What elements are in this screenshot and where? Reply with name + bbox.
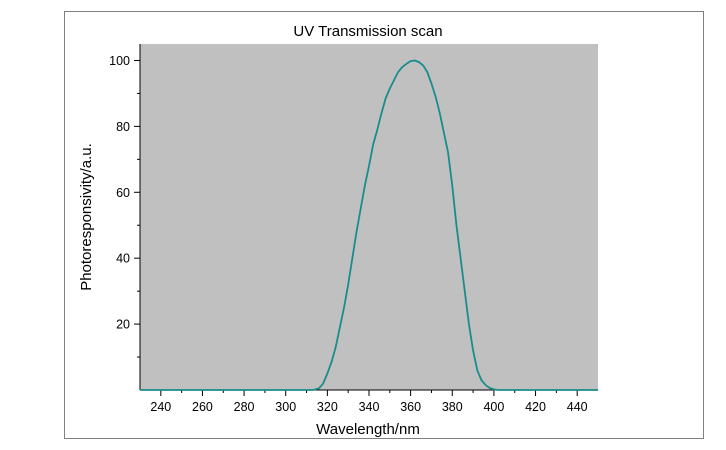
series-line <box>140 59 598 391</box>
y-tick-label: 100 <box>109 54 130 68</box>
x-tick-label: 380 <box>442 400 463 414</box>
chart-frame: UV Transmission scan 240 260 280 300 320 340 3… <box>64 11 704 439</box>
x-tick-label: 300 <box>275 400 296 414</box>
y-tick-label: 20 <box>116 318 130 332</box>
y-axis-ticks: 20 40 60 80 100 <box>109 54 140 358</box>
y-tick-label: 80 <box>116 120 130 134</box>
y-tick-label: 60 <box>116 186 130 200</box>
x-tick-label: 340 <box>359 400 380 414</box>
line-chart: UV Transmission scan 240 260 280 300 320 340 3… <box>78 23 598 438</box>
x-tick-label: 360 <box>400 400 421 414</box>
x-tick-label: 260 <box>192 400 213 414</box>
x-tick-label: 440 <box>567 400 588 414</box>
plot-area <box>140 44 598 390</box>
chart-title: UV Transmission scan <box>293 23 442 40</box>
x-axis-ticks: 240 260 280 300 320 340 360 380 400 420 440 <box>150 390 588 414</box>
x-tick-label: 420 <box>525 400 546 414</box>
x-tick-label: 240 <box>150 400 171 414</box>
x-tick-label: 280 <box>234 400 255 414</box>
x-tick-label: 400 <box>483 400 504 414</box>
x-axis-title: Wavelength/nm <box>316 421 420 438</box>
y-tick-label: 40 <box>116 252 130 266</box>
y-axis-title: Photoresponsivity/a.u. <box>78 143 95 291</box>
x-tick-label: 320 <box>317 400 338 414</box>
